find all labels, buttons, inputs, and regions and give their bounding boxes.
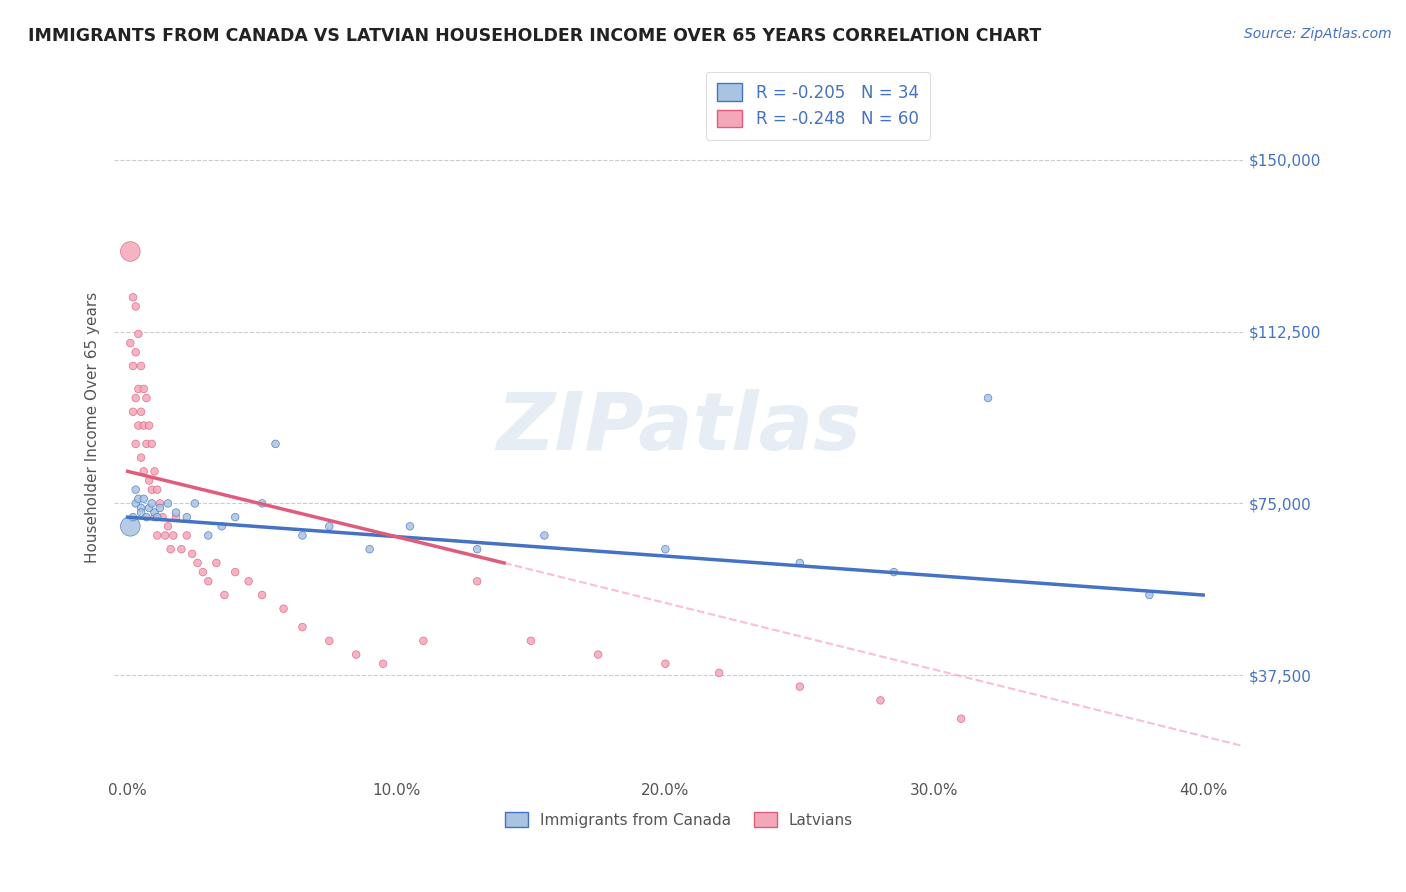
Point	[399, 519, 422, 533]
Point	[465, 574, 488, 589]
Point	[291, 620, 314, 634]
Legend: Immigrants from Canada, Latvians: Immigrants from Canada, Latvians	[499, 805, 859, 834]
Point	[120, 244, 142, 259]
Point	[318, 519, 340, 533]
Point	[533, 528, 555, 542]
Point	[186, 556, 208, 570]
Point	[359, 542, 381, 557]
Point	[412, 633, 434, 648]
Point	[977, 391, 1000, 405]
Point	[132, 418, 155, 433]
Point	[146, 483, 169, 497]
Point	[273, 601, 295, 615]
Point	[176, 528, 198, 542]
Point	[141, 437, 163, 451]
Point	[135, 510, 157, 524]
Point	[127, 418, 149, 433]
Point	[125, 345, 148, 359]
Text: Source: ZipAtlas.com: Source: ZipAtlas.com	[1244, 27, 1392, 41]
Point	[125, 483, 148, 497]
Point	[143, 464, 166, 478]
Point	[344, 648, 367, 662]
Y-axis label: Householder Income Over 65 years: Householder Income Over 65 years	[86, 293, 100, 564]
Point	[165, 510, 187, 524]
Point	[197, 528, 219, 542]
Point	[950, 712, 973, 726]
Text: IMMIGRANTS FROM CANADA VS LATVIAN HOUSEHOLDER INCOME OVER 65 YEARS CORRELATION C: IMMIGRANTS FROM CANADA VS LATVIAN HOUSEH…	[28, 27, 1042, 45]
Point	[132, 464, 155, 478]
Text: ZIPatlas: ZIPatlas	[496, 389, 862, 467]
Point	[156, 496, 179, 510]
Point	[162, 528, 184, 542]
Point	[869, 693, 891, 707]
Point	[129, 450, 152, 465]
Point	[129, 359, 152, 373]
Point	[143, 506, 166, 520]
Point	[125, 300, 148, 314]
Point	[152, 510, 174, 524]
Point	[120, 519, 142, 533]
Point	[132, 382, 155, 396]
Point	[125, 391, 148, 405]
Point	[211, 519, 233, 533]
Point	[214, 588, 236, 602]
Point	[318, 633, 340, 648]
Point	[264, 437, 287, 451]
Point	[159, 542, 181, 557]
Point	[883, 565, 905, 579]
Point	[371, 657, 394, 671]
Point	[176, 510, 198, 524]
Point	[149, 500, 172, 515]
Point	[224, 565, 246, 579]
Point	[146, 528, 169, 542]
Point	[138, 418, 160, 433]
Point	[155, 528, 177, 542]
Point	[181, 547, 204, 561]
Point	[465, 542, 488, 557]
Point	[654, 657, 676, 671]
Point	[238, 574, 260, 589]
Point	[138, 500, 160, 515]
Point	[1137, 588, 1160, 602]
Point	[184, 496, 207, 510]
Point	[122, 290, 145, 304]
Point	[135, 391, 157, 405]
Point	[120, 336, 142, 351]
Point	[789, 680, 811, 694]
Point	[170, 542, 193, 557]
Point	[654, 542, 676, 557]
Point	[122, 405, 145, 419]
Point	[129, 500, 152, 515]
Point	[224, 510, 246, 524]
Point	[165, 506, 187, 520]
Point	[141, 483, 163, 497]
Point	[586, 648, 609, 662]
Point	[250, 588, 273, 602]
Point	[789, 556, 811, 570]
Point	[127, 382, 149, 396]
Point	[122, 359, 145, 373]
Point	[132, 491, 155, 506]
Point	[149, 496, 172, 510]
Point	[127, 491, 149, 506]
Point	[125, 496, 148, 510]
Point	[143, 510, 166, 524]
Point	[127, 326, 149, 341]
Point	[129, 506, 152, 520]
Point	[291, 528, 314, 542]
Point	[129, 405, 152, 419]
Point	[125, 437, 148, 451]
Point	[146, 510, 169, 524]
Point	[191, 565, 214, 579]
Point	[520, 633, 543, 648]
Point	[138, 474, 160, 488]
Point	[250, 496, 273, 510]
Point	[707, 665, 730, 680]
Point	[122, 510, 145, 524]
Point	[197, 574, 219, 589]
Point	[141, 496, 163, 510]
Point	[156, 519, 179, 533]
Point	[135, 437, 157, 451]
Point	[205, 556, 228, 570]
